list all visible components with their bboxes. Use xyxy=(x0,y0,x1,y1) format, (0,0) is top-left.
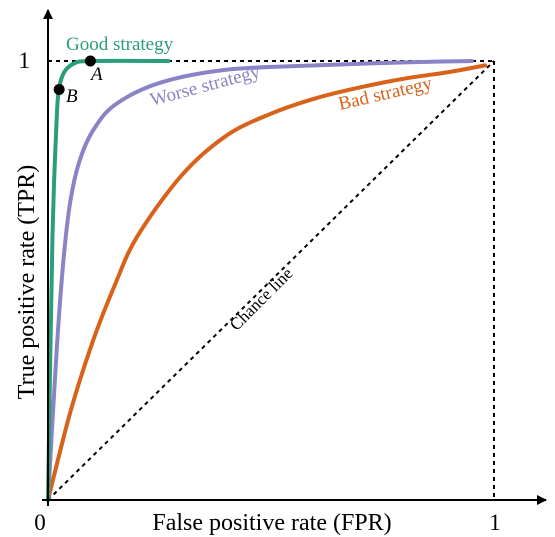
point-label-a: A xyxy=(89,64,103,85)
point-b-marker xyxy=(53,84,65,96)
marked-points xyxy=(53,55,96,96)
worse-strategy-line xyxy=(46,59,474,502)
x-tick-label-1: 1 xyxy=(489,510,501,535)
x-tick-label-0: 0 xyxy=(34,510,46,535)
point-label-b: B xyxy=(66,86,78,107)
chance-line xyxy=(47,60,495,501)
good-strategy-label: Good strategy xyxy=(66,34,174,55)
y-axis-title: True positive rate (TPR) xyxy=(14,165,40,399)
bad-strategy-line xyxy=(46,63,488,502)
bad-strategy-label: Bad strategy xyxy=(336,73,434,115)
point-a-marker xyxy=(84,55,96,67)
x-axis-title: False positive rate (FPR) xyxy=(152,510,391,536)
worse-strategy-label: Worse strategy xyxy=(148,61,263,111)
chance-line-label: Chance line xyxy=(226,264,297,335)
y-tick-label-1: 1 xyxy=(19,48,31,73)
